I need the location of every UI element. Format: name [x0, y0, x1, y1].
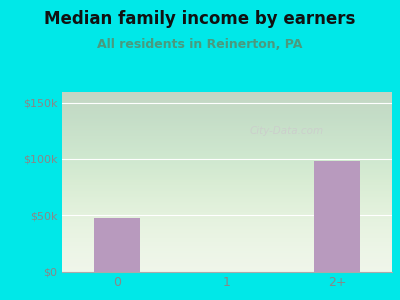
Text: All residents in Reinerton, PA: All residents in Reinerton, PA: [97, 38, 303, 50]
Bar: [94, 218, 140, 272]
Text: Median family income by earners: Median family income by earners: [44, 11, 356, 28]
Text: City-Data.com: City-Data.com: [249, 126, 324, 136]
Bar: [314, 161, 360, 272]
